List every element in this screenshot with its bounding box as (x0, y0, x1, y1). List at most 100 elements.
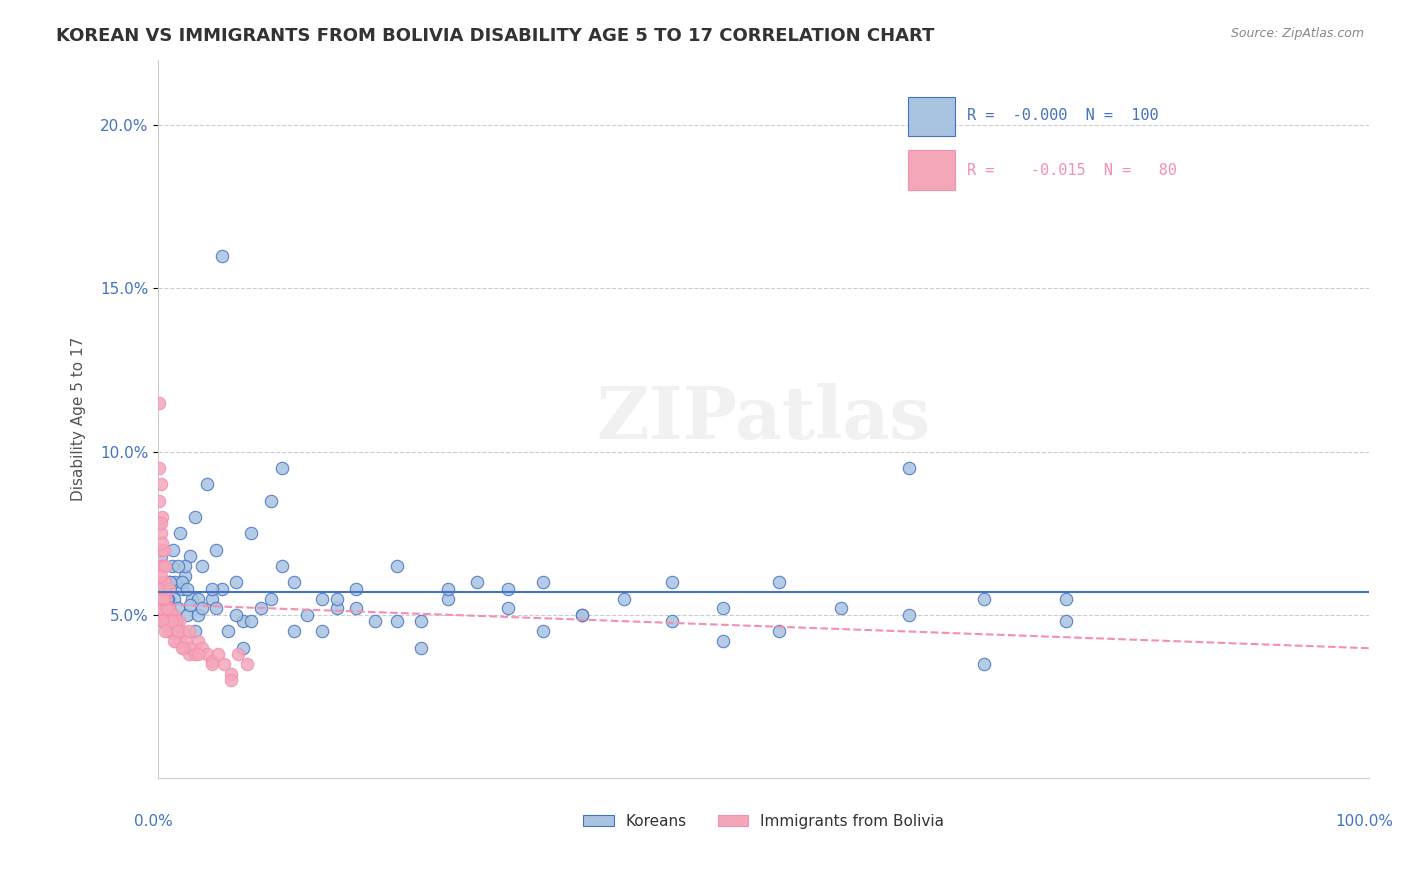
Immigrants from Bolivia (187, 634, 209, 648)
Koreans (163, 615, 186, 629)
Koreans (166, 558, 188, 573)
Immigrants from Bolivia (200, 657, 222, 671)
Koreans (205, 542, 228, 557)
Immigrants from Bolivia (165, 634, 187, 648)
Koreans (898, 461, 921, 475)
Immigrants from Bolivia (150, 615, 173, 629)
Immigrants from Bolivia (157, 615, 180, 629)
Koreans (260, 493, 283, 508)
Immigrants from Bolivia (153, 591, 176, 606)
Koreans (200, 591, 222, 606)
Immigrants from Bolivia (148, 582, 170, 596)
Text: ZIPatlas: ZIPatlas (596, 384, 931, 454)
Immigrants from Bolivia (159, 624, 181, 639)
Koreans (240, 615, 263, 629)
Immigrants from Bolivia (153, 542, 176, 557)
Immigrants from Bolivia (155, 591, 177, 606)
Immigrants from Bolivia (148, 591, 170, 606)
Text: R =    -0.015  N =   80: R = -0.015 N = 80 (967, 162, 1177, 178)
Immigrants from Bolivia (172, 640, 194, 655)
Koreans (465, 575, 488, 590)
Koreans (232, 640, 254, 655)
Immigrants from Bolivia (152, 601, 174, 615)
Koreans (973, 657, 995, 671)
Immigrants from Bolivia (156, 601, 179, 615)
Immigrants from Bolivia (169, 634, 191, 648)
Immigrants from Bolivia (150, 536, 173, 550)
FancyBboxPatch shape (908, 96, 955, 136)
Koreans (163, 591, 186, 606)
Immigrants from Bolivia (155, 558, 177, 573)
Koreans (159, 575, 181, 590)
Koreans (571, 607, 593, 622)
Koreans (225, 575, 247, 590)
Koreans (165, 615, 187, 629)
Koreans (613, 591, 636, 606)
Koreans (711, 601, 734, 615)
Immigrants from Bolivia (150, 615, 173, 629)
Immigrants from Bolivia (153, 591, 176, 606)
Immigrants from Bolivia (159, 607, 181, 622)
Immigrants from Bolivia (148, 493, 170, 508)
Immigrants from Bolivia (150, 591, 173, 606)
Koreans (153, 601, 176, 615)
Immigrants from Bolivia (156, 607, 179, 622)
Immigrants from Bolivia (177, 647, 200, 661)
Immigrants from Bolivia (212, 657, 235, 671)
Koreans (270, 558, 292, 573)
Koreans (195, 477, 218, 491)
Immigrants from Bolivia (155, 624, 177, 639)
Koreans (156, 598, 179, 612)
Immigrants from Bolivia (163, 607, 186, 622)
Immigrants from Bolivia (149, 516, 172, 531)
Koreans (181, 591, 204, 606)
Koreans (409, 615, 432, 629)
Immigrants from Bolivia (150, 575, 173, 590)
Koreans (149, 601, 172, 615)
Koreans (156, 617, 179, 632)
Immigrants from Bolivia (165, 615, 187, 629)
Koreans (160, 558, 183, 573)
Koreans (385, 558, 408, 573)
Koreans (172, 575, 194, 590)
Koreans (191, 601, 214, 615)
Koreans (179, 598, 201, 612)
Immigrants from Bolivia (195, 647, 218, 661)
Koreans (250, 601, 273, 615)
Koreans (165, 575, 187, 590)
Koreans (162, 542, 184, 557)
Immigrants from Bolivia (148, 461, 170, 475)
Immigrants from Bolivia (152, 575, 174, 590)
Immigrants from Bolivia (207, 647, 229, 661)
Immigrants from Bolivia (149, 601, 172, 615)
Koreans (173, 558, 195, 573)
FancyBboxPatch shape (908, 150, 955, 190)
Immigrants from Bolivia (150, 591, 173, 606)
Immigrants from Bolivia (157, 601, 180, 615)
Koreans (200, 582, 222, 596)
Immigrants from Bolivia (148, 542, 170, 557)
Immigrants from Bolivia (174, 634, 197, 648)
Immigrants from Bolivia (173, 640, 195, 655)
Immigrants from Bolivia (183, 647, 205, 661)
Koreans (496, 601, 519, 615)
Immigrants from Bolivia (167, 615, 190, 629)
Immigrants from Bolivia (155, 575, 177, 590)
Koreans (176, 582, 198, 596)
Legend: Koreans, Immigrants from Bolivia: Koreans, Immigrants from Bolivia (576, 808, 950, 835)
Koreans (240, 526, 263, 541)
Koreans (768, 575, 790, 590)
Immigrants from Bolivia (172, 624, 194, 639)
Text: 0.0%: 0.0% (134, 814, 173, 830)
Immigrants from Bolivia (156, 615, 179, 629)
Koreans (571, 607, 593, 622)
Immigrants from Bolivia (150, 509, 173, 524)
Koreans (205, 601, 228, 615)
Koreans (830, 601, 852, 615)
Immigrants from Bolivia (166, 624, 188, 639)
Koreans (283, 575, 305, 590)
Koreans (211, 249, 233, 263)
Koreans (326, 591, 349, 606)
Koreans (156, 591, 179, 606)
Koreans (496, 582, 519, 596)
